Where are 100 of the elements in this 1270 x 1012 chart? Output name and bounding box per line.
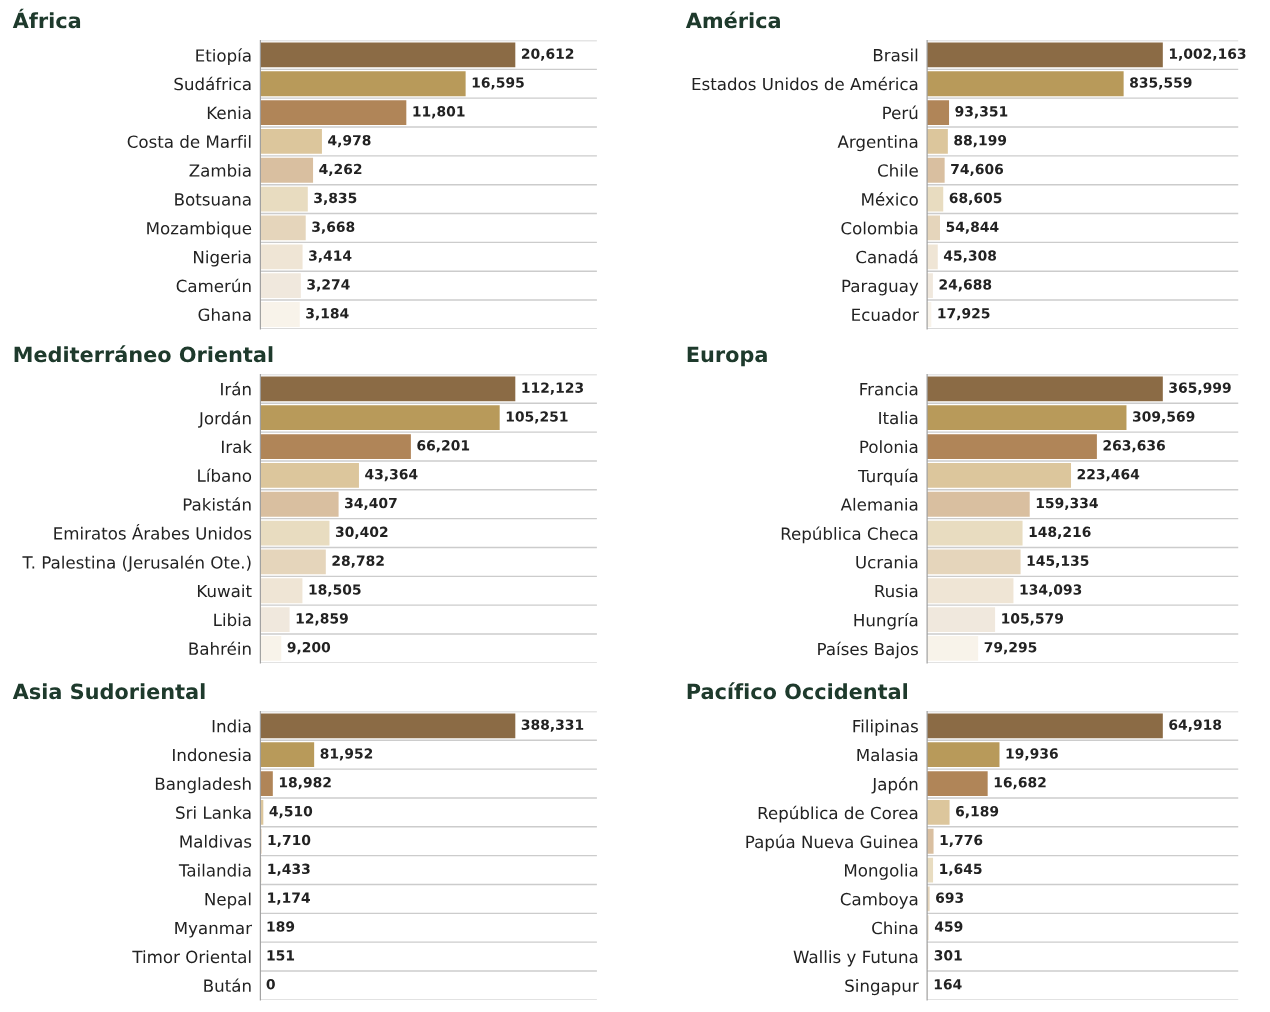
data-label: 159,334 [1036,497,1098,511]
y-tick-label: Tailandia [178,863,251,877]
y-tick-label: Maldivas [180,834,252,848]
y-tick-label: Colombia [841,221,918,235]
y-tick-label: Emiratos Árabes Unidos [54,523,252,540]
data-label: 223,464 [1077,468,1140,482]
y-tick-label: Italia [879,411,918,425]
y-tick-label: Estados Unidos de América [692,76,918,91]
data-label: 3,668 [312,221,355,234]
y-tick-label: Costa de Marfil [127,135,251,148]
data-label: 835,559 [1130,77,1192,90]
data-label: 1,174 [268,892,310,905]
y-tick-label: Hungría [854,612,918,630]
data-label: 1,776 [940,834,983,848]
data-label: 4,510 [269,805,313,819]
chart-title: Mediterráneo Oriental [14,345,273,363]
data-label: 20,612 [521,48,574,61]
y-tick-label: Nepal [205,892,251,909]
y-tick-label: Filipinas [853,719,918,736]
data-label: 1,433 [268,863,310,876]
data-label: 79,295 [984,641,1037,655]
data-label: 18,505 [309,584,361,597]
y-tick-label: Zambia [189,163,251,177]
data-label: 74,606 [951,163,1004,177]
y-tick-label: Botsuana [175,193,251,206]
data-label: 12,859 [296,613,348,626]
y-tick-label: Sudáfrica [174,76,251,91]
data-label: 16,595 [472,77,524,90]
data-label: 43,364 [365,468,418,482]
y-tick-label: Libia [214,613,251,627]
y-tick-label: Wallis y Futuna [793,950,918,967]
data-label: 34,407 [345,497,397,511]
y-tick-label: Ghana [198,308,251,322]
data-label: 105,251 [506,411,568,424]
data-label: 112,123 [522,382,584,395]
data-label: 1,710 [268,834,311,848]
data-label: 164 [934,978,962,990]
y-tick-label: Irak [222,440,252,454]
y-tick-label: Malasia [857,748,918,762]
data-label: 88,199 [954,134,1007,148]
data-label: 18,982 [279,777,331,790]
data-label: 1,645 [940,863,982,876]
data-label: 81,952 [320,748,373,761]
data-label: 45,308 [943,250,997,263]
y-tick-label: Kenia [207,106,251,120]
y-tick-label: Paraguay [842,279,919,296]
y-tick-label: China [872,921,918,935]
y-tick-label: Camboya [840,892,918,909]
y-tick-label: Brasil [873,48,918,62]
y-tick-label: Polonia [860,440,918,454]
data-label: 3,835 [314,192,357,205]
y-tick-label: Francia [860,382,918,396]
chart-title: Asia Sudoriental [12,683,205,700]
y-tick-label: T. Palestina (Jerusalén Ote.) [22,555,251,572]
data-label: 105,579 [1002,613,1064,626]
y-tick-label: Nigeria [194,250,251,267]
y-tick-label: Irán [221,381,251,396]
y-tick-label: Países Bajos [818,641,918,659]
data-label: 145,135 [1027,555,1089,568]
text: América [685,11,780,29]
y-tick-label: Líbano [198,468,252,482]
data-label: 64,918 [1169,719,1222,732]
y-tick-label: Pakistán [183,497,251,511]
y-tick-label: Chile [877,163,918,177]
data-label: 4,978 [328,134,371,148]
y-tick-label: República de Corea [758,805,918,823]
y-tick-label: Mozambique [147,221,252,238]
y-tick-label: República Checa [781,526,918,544]
data-label: 3,184 [306,308,349,321]
data-label: 24,688 [939,279,992,292]
data-label: 309,569 [1132,411,1195,424]
y-tick-label: México [862,192,918,206]
y-tick-label: Mongolia [845,863,918,880]
y-tick-label: Indonesia [173,748,251,762]
data-label: 148,216 [1029,526,1091,539]
y-tick-label: Ucrania [856,555,918,569]
y-tick-label: Kuwait [197,584,252,598]
text: África [12,8,81,29]
data-label: 68,605 [949,192,1002,205]
y-tick-label: Alemania [840,497,918,511]
data-label: 693 [936,892,964,903]
data-label: 9,200 [287,641,331,655]
data-label: 134,093 [1020,584,1082,597]
y-tick-label: Timor Oriental [132,950,251,964]
y-tick-label: Bangladesh [155,777,251,794]
y-tick-label: India [212,719,251,733]
y-tick-label: Sri Lanka [176,806,251,819]
data-label: 4,262 [319,163,362,177]
data-label: 1,002,163 [1169,48,1246,61]
data-label: 301 [934,950,962,961]
data-label: 54,844 [946,221,999,234]
y-tick-label: Perú [883,105,918,120]
data-label: 189 [267,921,295,932]
data-label: 16,682 [994,777,1046,790]
y-tick-label: Etiopía [196,48,251,66]
y-tick-label: Papúa Nueva Guinea [746,834,918,852]
data-label: 93,351 [955,106,1008,119]
y-tick-label: Turquía [857,468,918,486]
y-tick-label: Argentina [837,135,918,152]
y-tick-label: Ecuador [852,308,919,322]
